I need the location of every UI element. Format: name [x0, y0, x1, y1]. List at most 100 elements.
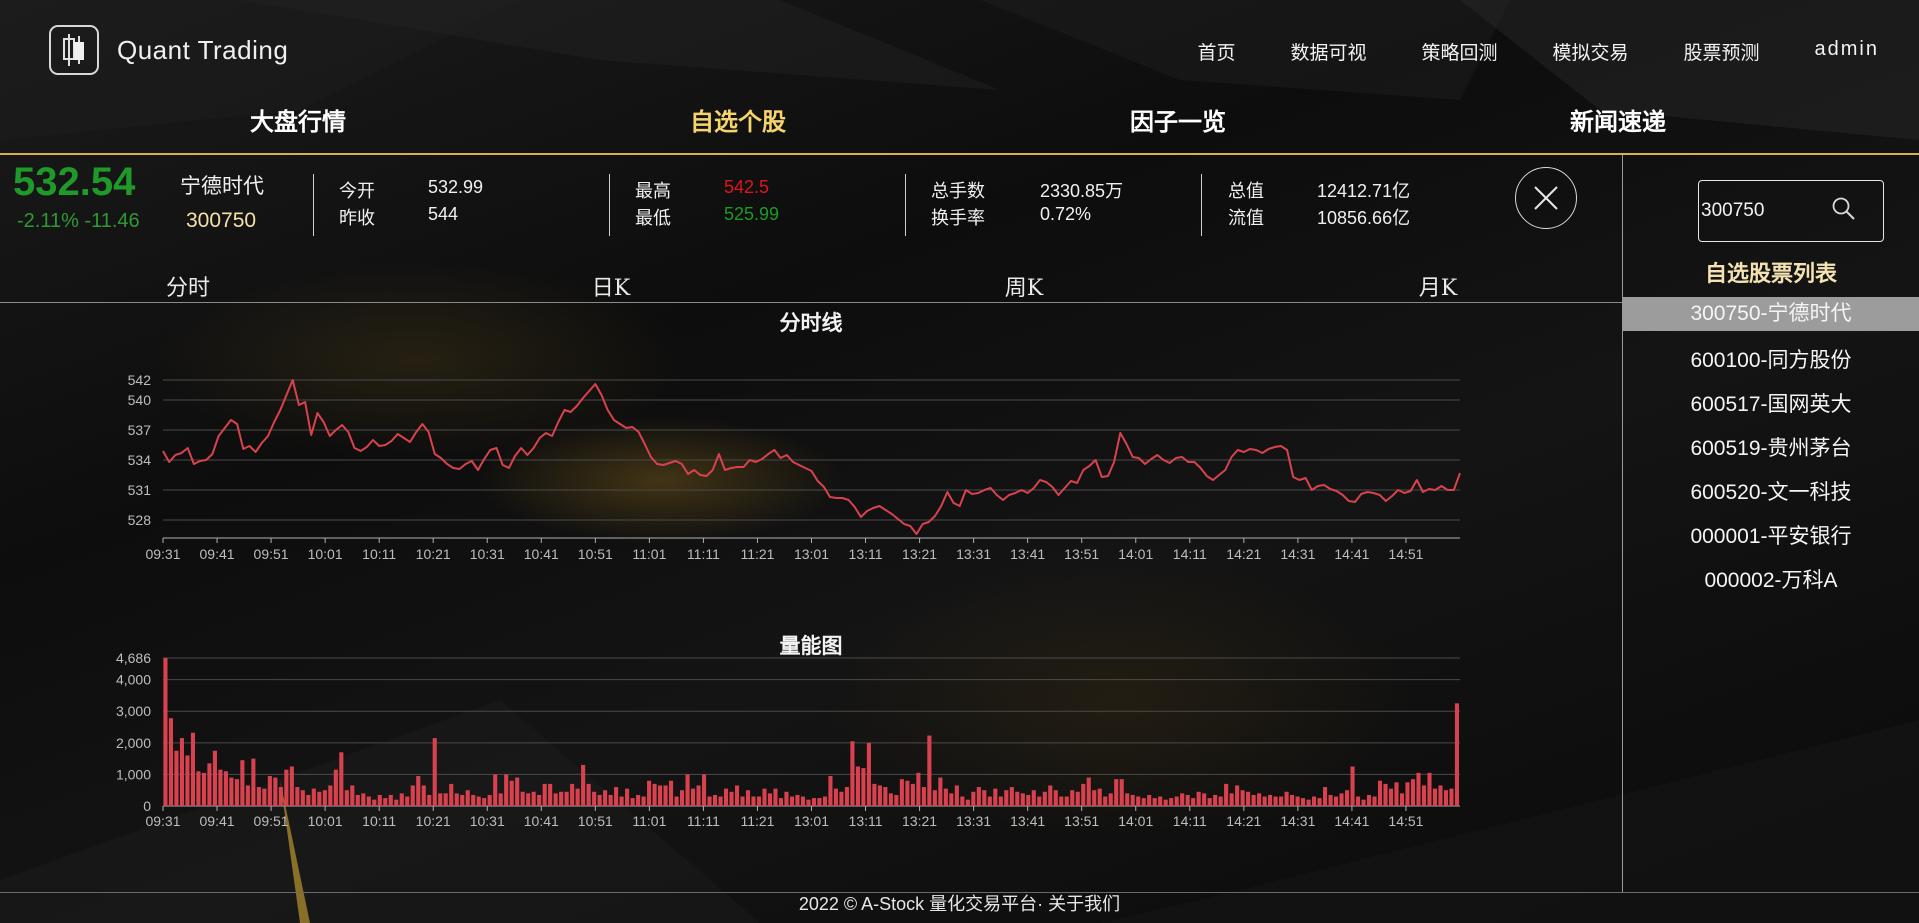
- volume-bar: [789, 796, 795, 806]
- volume-bar: [745, 790, 751, 806]
- volume-bar: [894, 794, 899, 806]
- current-price: 532.54: [13, 160, 136, 204]
- tab-weekly-k[interactable]: 周K: [1004, 276, 1044, 301]
- volume-bar: [421, 785, 426, 806]
- volume-bar: [910, 783, 915, 806]
- volume-bar: [1042, 791, 1047, 806]
- close-button[interactable]: [1515, 167, 1577, 229]
- y-tick-label: 2,000: [116, 735, 151, 751]
- volume-bar: [454, 793, 459, 806]
- volume-bar: [361, 793, 366, 806]
- app-title: Quant Trading: [117, 34, 289, 65]
- watchlist-item[interactable]: 600517-国网英大: [1690, 393, 1852, 416]
- volume-bar: [553, 793, 558, 806]
- tab-news[interactable]: 新闻速递: [1570, 109, 1666, 136]
- tab-market[interactable]: 大盘行情: [250, 109, 346, 136]
- volume-bar: [718, 796, 723, 806]
- watchlist-item[interactable]: 000001-平安银行: [1690, 525, 1852, 548]
- volume-bar: [366, 796, 371, 806]
- volume-bar: [333, 769, 338, 806]
- nav-home[interactable]: 首页: [1197, 43, 1236, 64]
- stock-search-input[interactable]: [1701, 200, 1821, 222]
- volume-bar: [1443, 790, 1449, 806]
- volume-chart-title: 量能图: [779, 635, 843, 658]
- volume-bar: [1207, 798, 1212, 806]
- volume-bar: [652, 783, 657, 806]
- watchlist-item[interactable]: 000002-万科A: [1704, 569, 1838, 592]
- volume-bar: [1152, 798, 1157, 806]
- volume-bar: [1377, 780, 1383, 806]
- tab-monthly-k[interactable]: 月K: [1418, 276, 1458, 301]
- volume-bar: [168, 718, 173, 806]
- volume-bar: [1246, 791, 1251, 806]
- volume-bar: [1355, 796, 1361, 806]
- tab-intraday[interactable]: 分时: [165, 276, 211, 301]
- volume-bar: [767, 793, 773, 806]
- x-tick-label: 09:51: [254, 546, 289, 562]
- volume-bar: [1020, 793, 1025, 806]
- app-logo[interactable]: Quant Trading: [49, 25, 288, 75]
- volume-bar: [921, 787, 926, 806]
- volume-bar: [1399, 793, 1405, 806]
- volume-bar: [965, 799, 970, 806]
- volume-bar: [1136, 796, 1141, 806]
- total-cap-value: 12412.71亿: [1317, 181, 1411, 201]
- x-tick-label: 11:11: [687, 813, 720, 829]
- volume-bar: [1031, 790, 1036, 806]
- y-tick-label: 531: [128, 482, 152, 498]
- volume-bar: [1174, 796, 1179, 806]
- tab-watchlist[interactable]: 自选个股: [690, 109, 786, 136]
- search-icon[interactable]: [1831, 196, 1857, 227]
- volume-bar: [707, 796, 712, 806]
- watchlist-item[interactable]: 600519-贵州茅台: [1690, 437, 1852, 460]
- volume-bar: [734, 785, 740, 806]
- x-tick-label: 10:51: [578, 813, 613, 829]
- volume-bar: [1383, 783, 1388, 806]
- watchlist-item[interactable]: 600100-同方股份: [1690, 349, 1852, 372]
- volume-bar: [531, 791, 536, 806]
- volume-bar: [806, 799, 811, 806]
- volume-bar: [811, 798, 816, 806]
- volume-bar: [174, 750, 179, 806]
- volume-bar: [542, 783, 547, 806]
- volume-bar: [322, 790, 327, 806]
- x-tick-label: 13:51: [1064, 813, 1099, 829]
- volume-bar: [377, 794, 382, 806]
- volume-bar: [1229, 793, 1234, 806]
- volume-bar: [405, 796, 410, 806]
- nav-sim-trade[interactable]: 模拟交易: [1552, 43, 1629, 64]
- volume-bar: [295, 787, 300, 806]
- volume-bar: [1432, 788, 1438, 806]
- volume-bar: [207, 763, 212, 806]
- tab-factors[interactable]: 因子一览: [1130, 109, 1226, 136]
- tab-daily-k[interactable]: 日K: [591, 276, 631, 301]
- x-tick-label: 09:31: [145, 546, 180, 562]
- volume-bar: [278, 787, 283, 806]
- volume-bar: [394, 799, 399, 806]
- float-cap-value: 10856.66亿: [1317, 208, 1411, 228]
- x-tick-label: 14:41: [1334, 813, 1369, 829]
- volume-bar: [548, 783, 553, 806]
- watchlist-item[interactable]: 300750-宁德时代: [1623, 297, 1919, 331]
- volume-bar: [729, 791, 734, 806]
- volume-bar: [641, 796, 646, 806]
- volume-bar: [537, 794, 542, 806]
- nav-data-visual[interactable]: 数据可视: [1290, 43, 1367, 64]
- watchlist-item[interactable]: 600520-文一科技: [1690, 481, 1852, 504]
- low-label: 最低: [635, 208, 671, 228]
- volume-bar: [317, 791, 322, 806]
- volume-bar: [251, 758, 256, 806]
- volume-bar: [1103, 796, 1108, 806]
- nav-user[interactable]: admin: [1814, 38, 1879, 60]
- volume-bar: [927, 735, 932, 806]
- x-tick-label: 14:21: [1226, 813, 1261, 829]
- nav-prediction[interactable]: 股票预测: [1683, 43, 1760, 64]
- volume-bar: [987, 796, 992, 806]
- volume-bar: [498, 793, 503, 806]
- volume-bar: [899, 779, 904, 806]
- intraday-line-chart: 528 531 534 537 540 542 09:31 09:41 09:51 10:01 10…: [128, 372, 1461, 562]
- volume-bar: [410, 785, 415, 806]
- nav-backtest[interactable]: 策略回测: [1421, 43, 1498, 64]
- volume-bar: [163, 658, 168, 806]
- footer-text[interactable]: 2022 © A-Stock 量化交易平台· 关于我们: [798, 894, 1121, 914]
